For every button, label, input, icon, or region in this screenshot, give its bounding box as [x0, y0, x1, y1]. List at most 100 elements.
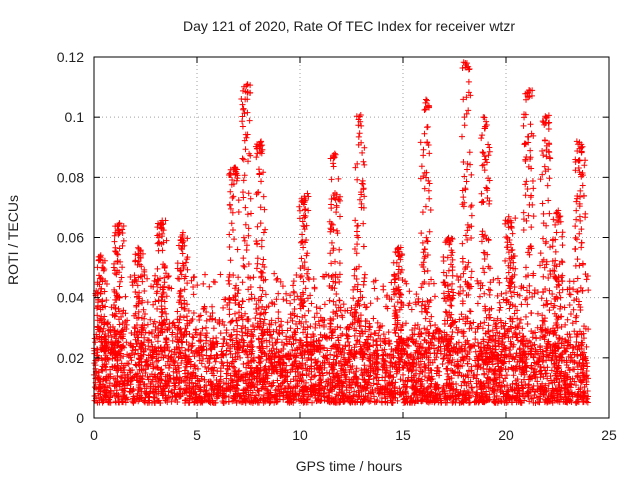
data-point — [335, 175, 342, 182]
data-point — [564, 316, 571, 323]
data-point — [225, 398, 232, 405]
data-point — [569, 358, 576, 365]
data-point — [361, 271, 368, 278]
data-point — [233, 335, 240, 342]
data-point — [296, 215, 303, 222]
data-point — [374, 371, 381, 378]
data-point — [370, 336, 377, 343]
data-point — [457, 290, 464, 297]
y-axis-label: ROTI / TECUs — [5, 195, 21, 285]
data-point — [547, 373, 554, 380]
data-point — [134, 370, 141, 377]
data-point — [567, 291, 574, 298]
data-point — [146, 329, 153, 336]
data-point — [244, 211, 251, 218]
data-point — [273, 339, 280, 346]
data-point — [144, 275, 151, 282]
data-point — [545, 380, 552, 387]
data-point — [300, 278, 307, 285]
data-point — [378, 398, 385, 405]
data-point — [284, 319, 291, 326]
data-point — [206, 283, 213, 290]
data-point — [290, 282, 297, 289]
data-point — [231, 364, 238, 371]
data-point — [95, 355, 102, 362]
data-point — [154, 338, 161, 345]
data-point — [435, 326, 442, 333]
data-point — [467, 308, 474, 315]
data-point — [116, 245, 123, 252]
data-point — [118, 374, 125, 381]
data-point — [229, 194, 236, 201]
data-point — [313, 358, 320, 365]
data-point — [289, 346, 296, 353]
data-point — [534, 310, 541, 317]
data-point — [470, 319, 477, 326]
data-point — [248, 210, 255, 217]
data-point — [241, 386, 248, 393]
data-point — [254, 223, 261, 230]
data-point — [234, 322, 241, 329]
data-point — [244, 109, 251, 116]
data-point — [507, 384, 514, 391]
data-point — [120, 237, 127, 244]
data-point — [231, 236, 238, 243]
data-point — [278, 318, 285, 325]
data-point — [312, 321, 319, 328]
data-point — [337, 324, 344, 331]
data-point — [119, 242, 126, 249]
data-point — [169, 337, 176, 344]
data-point — [330, 356, 337, 363]
data-point — [290, 278, 297, 285]
data-point — [144, 321, 151, 328]
data-point — [573, 382, 580, 389]
data-point — [240, 255, 247, 262]
data-point — [164, 399, 171, 406]
data-point — [123, 339, 130, 346]
data-point — [239, 189, 246, 196]
data-point — [457, 283, 464, 290]
data-point — [573, 339, 580, 346]
data-point — [458, 382, 465, 389]
chart-title: Day 121 of 2020, Rate Of TEC Index for r… — [183, 18, 515, 34]
data-point — [283, 333, 290, 340]
data-point — [412, 322, 419, 329]
data-point — [321, 301, 328, 308]
data-point — [514, 337, 521, 344]
data-point — [226, 244, 233, 251]
data-point — [227, 188, 234, 195]
data-point — [370, 342, 377, 349]
data-point — [324, 347, 331, 354]
data-point — [219, 398, 226, 405]
data-point — [328, 205, 335, 212]
data-point — [311, 285, 318, 292]
data-point — [177, 313, 184, 320]
data-point — [155, 298, 162, 305]
data-point — [336, 278, 343, 285]
data-point — [422, 315, 429, 322]
data-point — [427, 322, 434, 329]
data-point — [376, 327, 383, 334]
data-point — [298, 255, 305, 262]
data-point — [269, 350, 276, 357]
data-point — [418, 302, 425, 309]
data-point — [446, 387, 453, 394]
data-point — [110, 264, 117, 271]
data-point — [291, 296, 298, 303]
data-point — [238, 325, 245, 332]
data-point — [367, 300, 374, 307]
data-point — [266, 339, 273, 346]
data-point — [108, 334, 115, 341]
data-point — [239, 297, 246, 304]
data-point — [494, 275, 501, 282]
data-point — [392, 275, 399, 282]
data-point — [176, 319, 183, 326]
data-point — [280, 296, 287, 303]
data-point — [299, 355, 306, 362]
data-point — [170, 319, 177, 326]
data-point — [583, 276, 590, 283]
data-point — [141, 288, 148, 295]
data-point — [356, 130, 363, 137]
data-point — [161, 283, 168, 290]
